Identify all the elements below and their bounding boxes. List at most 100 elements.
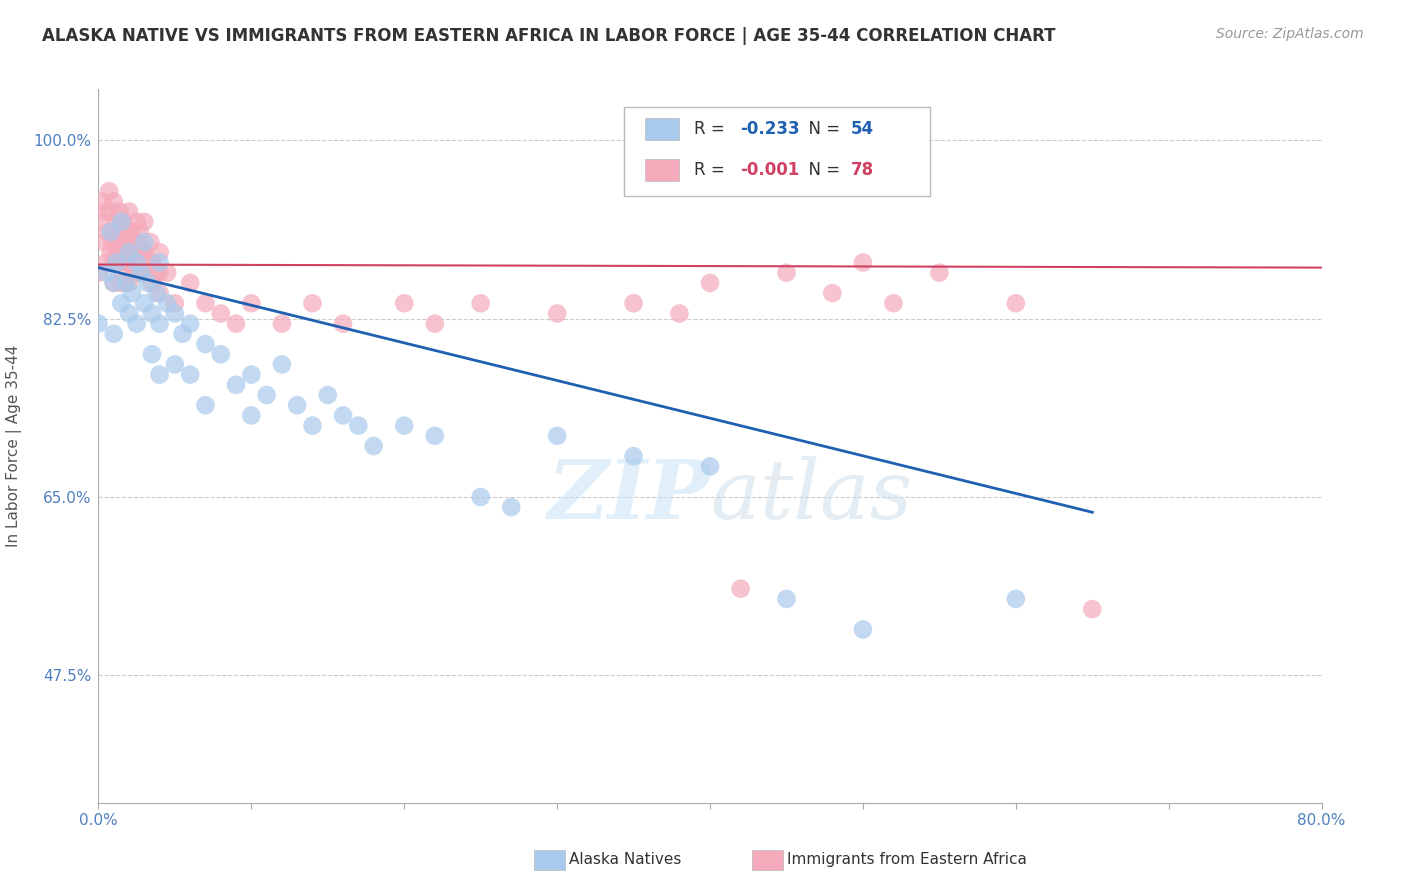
Point (108, 204, 131, 219)
Point (163, 296, 186, 310)
Point (209, 306, 232, 320)
Point (128, 225, 150, 239)
Point (103, 276, 125, 290)
Point (883, 296, 905, 310)
Point (121, 286, 143, 301)
Point (470, 296, 492, 310)
Point (270, 358, 292, 372)
Point (129, 266, 152, 280)
Point (105, 215, 128, 229)
Point (149, 286, 172, 301)
Point (194, 337, 217, 351)
Point (124, 235, 146, 249)
Text: R =: R = (695, 161, 730, 179)
Point (852, 623, 875, 637)
Point (775, 266, 797, 280)
Point (730, 582, 752, 596)
Point (110, 296, 132, 310)
Point (100, 204, 122, 219)
Point (118, 255, 141, 269)
Point (928, 266, 950, 280)
Point (94, 204, 117, 219)
Point (363, 439, 385, 453)
Point (194, 296, 217, 310)
Point (156, 266, 179, 280)
Point (149, 255, 172, 269)
Point (134, 235, 156, 249)
Point (347, 418, 370, 433)
Text: atlas: atlas (710, 456, 912, 536)
Point (156, 296, 179, 310)
Point (127, 255, 149, 269)
Point (240, 296, 263, 310)
Point (149, 245, 172, 260)
Point (118, 204, 141, 219)
Point (136, 276, 159, 290)
Point (141, 255, 163, 269)
Point (163, 358, 186, 372)
Point (699, 459, 721, 474)
Text: -0.233: -0.233 (741, 120, 800, 138)
Point (110, 225, 132, 239)
Point (134, 296, 156, 310)
Point (775, 591, 797, 606)
Point (100, 225, 122, 239)
Text: Source: ZipAtlas.com: Source: ZipAtlas.com (1216, 27, 1364, 41)
Point (141, 347, 163, 361)
Point (103, 255, 125, 269)
Point (149, 317, 172, 331)
Point (179, 276, 201, 290)
Text: Immigrants from Eastern Africa: Immigrants from Eastern Africa (787, 853, 1028, 867)
Point (145, 266, 167, 280)
Point (1081, 602, 1104, 616)
Point (100, 245, 122, 260)
Point (423, 317, 446, 331)
Point (118, 276, 141, 290)
Point (91, 194, 114, 209)
Text: Alaska Natives: Alaska Natives (569, 853, 682, 867)
Point (821, 286, 844, 301)
Point (332, 409, 354, 423)
Point (103, 276, 125, 290)
Point (110, 255, 132, 269)
Y-axis label: In Labor Force | Age 35-44: In Labor Force | Age 35-44 (7, 345, 22, 547)
Point (87, 266, 110, 280)
Point (115, 276, 138, 290)
Point (240, 368, 263, 382)
Point (94, 255, 117, 269)
Point (546, 429, 568, 443)
Point (93, 235, 115, 249)
Point (301, 296, 323, 310)
Point (118, 235, 141, 249)
Point (121, 225, 143, 239)
Point (110, 276, 132, 290)
Point (111, 215, 134, 229)
Point (103, 225, 125, 239)
Point (125, 215, 148, 229)
Point (141, 276, 163, 290)
Point (546, 306, 568, 320)
Point (172, 326, 194, 341)
Point (136, 255, 159, 269)
Point (107, 235, 129, 249)
Point (179, 317, 201, 331)
Point (668, 306, 690, 320)
Point (256, 388, 278, 402)
Point (115, 276, 138, 290)
Text: ALASKA NATIVE VS IMMIGRANTS FROM EASTERN AFRICA IN LABOR FORCE | AGE 35-44 CORRE: ALASKA NATIVE VS IMMIGRANTS FROM EASTERN… (42, 27, 1056, 45)
Point (125, 245, 148, 260)
Point (118, 245, 141, 260)
Point (94, 266, 117, 280)
Point (103, 326, 125, 341)
Point (122, 266, 145, 280)
Text: 54: 54 (851, 120, 873, 138)
Point (101, 235, 124, 249)
Point (110, 245, 132, 260)
Point (87, 317, 110, 331)
Point (470, 490, 492, 504)
Point (105, 255, 128, 269)
Point (225, 317, 247, 331)
Point (423, 429, 446, 443)
Text: N =: N = (799, 161, 845, 179)
Point (1004, 296, 1026, 310)
